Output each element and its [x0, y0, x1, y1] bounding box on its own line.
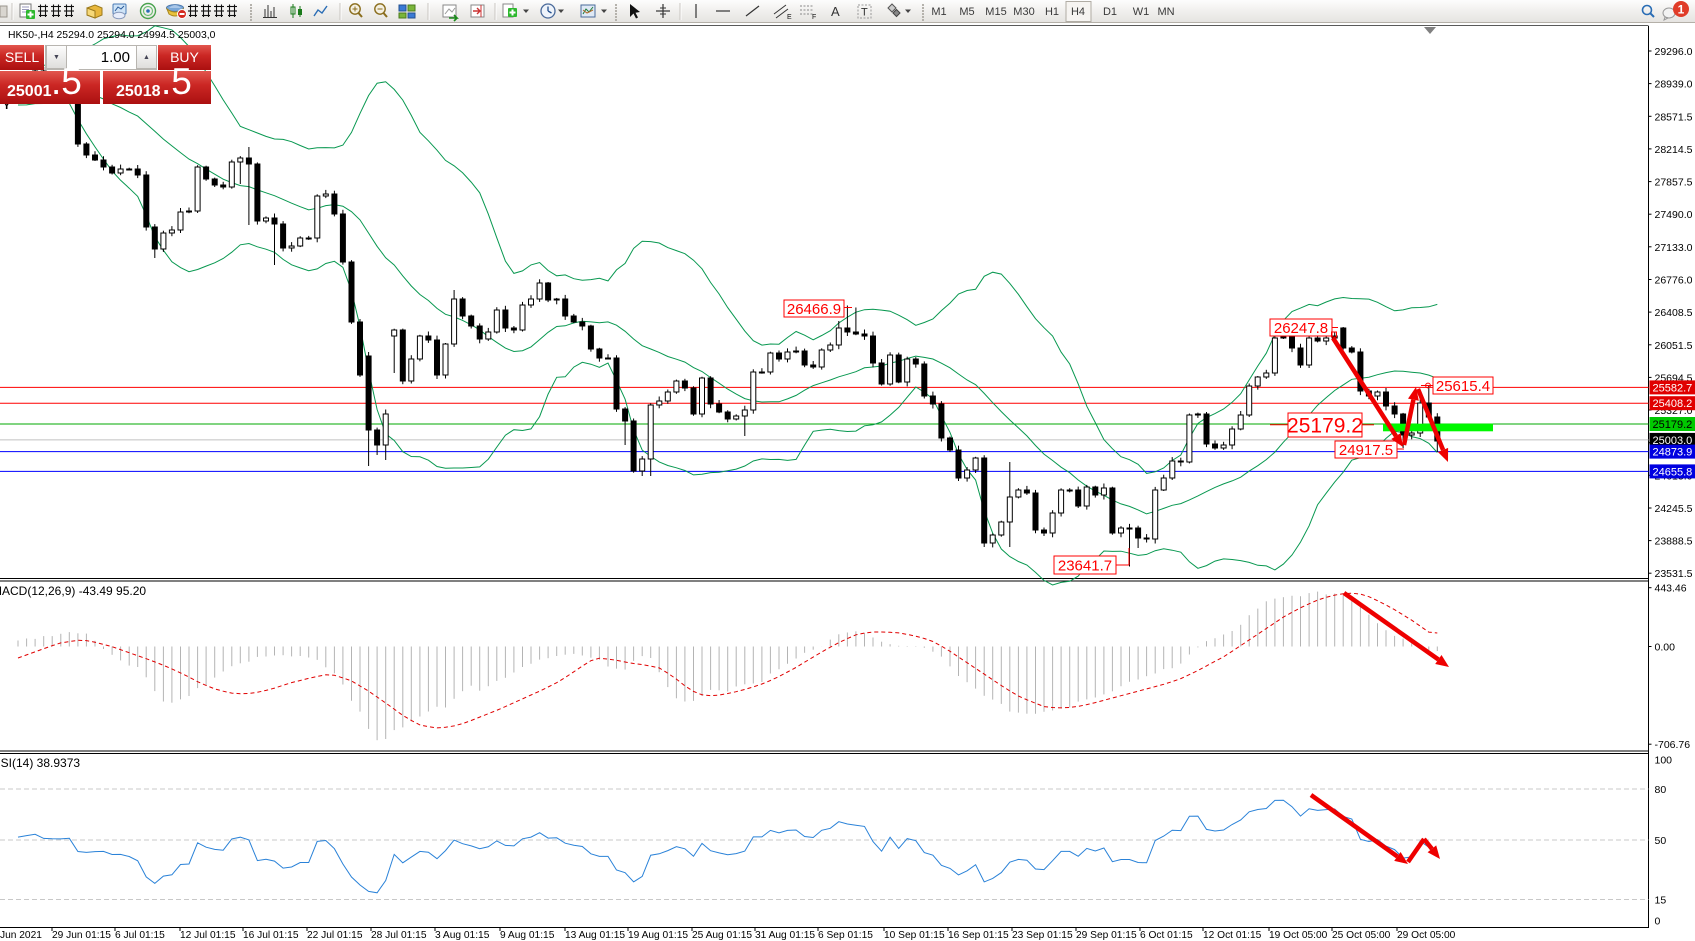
svg-text:25615.4: 25615.4: [1436, 378, 1490, 395]
svg-text:M30: M30: [1013, 6, 1034, 18]
svg-text:D1: D1: [1103, 6, 1117, 18]
svg-text:25582.7: 25582.7: [1653, 382, 1693, 394]
svg-text:29 Oct 05:00: 29 Oct 05:00: [1397, 930, 1456, 941]
svg-text:M15: M15: [985, 6, 1006, 18]
svg-text:26776.0: 26776.0: [1655, 275, 1693, 287]
svg-text:23888.5: 23888.5: [1655, 536, 1693, 548]
svg-text:T: T: [861, 7, 868, 19]
svg-text:25179.2: 25179.2: [1287, 415, 1363, 438]
svg-text:M5: M5: [959, 6, 974, 18]
svg-text:100: 100: [1655, 755, 1673, 767]
svg-text:25003.0: 25003.0: [1653, 435, 1693, 447]
svg-text:H1: H1: [1045, 6, 1059, 18]
svg-text:25179.2: 25179.2: [1653, 419, 1693, 431]
svg-text:MN: MN: [1157, 6, 1174, 18]
svg-text:80: 80: [1655, 784, 1667, 796]
svg-text:15: 15: [1655, 895, 1667, 907]
svg-text:RSI(14) 38.9373: RSI(14) 38.9373: [0, 756, 80, 770]
svg-text:6 Oct 01:15: 6 Oct 01:15: [1140, 930, 1193, 941]
svg-text:50: 50: [1655, 835, 1667, 847]
svg-text:24245.5: 24245.5: [1655, 503, 1693, 515]
svg-text:29 Sep 01:15: 29 Sep 01:15: [1076, 930, 1137, 941]
svg-text:29296.0: 29296.0: [1655, 46, 1693, 58]
svg-text:E: E: [787, 14, 792, 21]
svg-text:10 Sep 01:15: 10 Sep 01:15: [884, 930, 945, 941]
svg-text:22 Jul 01:15: 22 Jul 01:15: [307, 930, 363, 941]
svg-text:25 Oct 05:00: 25 Oct 05:00: [1332, 930, 1391, 941]
svg-text:19 Aug 01:15: 19 Aug 01:15: [628, 930, 688, 941]
svg-text:28571.5: 28571.5: [1655, 111, 1693, 123]
svg-text:16 Jul 01:15: 16 Jul 01:15: [243, 930, 299, 941]
svg-text:28214.5: 28214.5: [1655, 144, 1693, 156]
svg-text:443.46: 443.46: [1655, 583, 1687, 595]
svg-text:W1: W1: [1133, 6, 1150, 18]
svg-text:H4: H4: [1071, 6, 1085, 18]
svg-text:26247.8: 26247.8: [1274, 320, 1328, 337]
svg-text:12 Oct 01:15: 12 Oct 01:15: [1203, 930, 1262, 941]
svg-text:26466.9: 26466.9: [787, 301, 841, 318]
svg-text:27857.5: 27857.5: [1655, 177, 1693, 189]
svg-text:19 Oct 05:00: 19 Oct 05:00: [1269, 930, 1328, 941]
svg-text:3 Aug 01:15: 3 Aug 01:15: [435, 930, 490, 941]
svg-text:27133.0: 27133.0: [1655, 242, 1693, 254]
svg-text:29 Jun 01:15: 29 Jun 01:15: [52, 930, 111, 941]
svg-text:23 Sep 01:15: 23 Sep 01:15: [1012, 930, 1073, 941]
svg-text:Y: Y: [3, 100, 11, 112]
svg-text:26408.5: 26408.5: [1655, 307, 1693, 319]
svg-text:F: F: [812, 14, 816, 21]
svg-text:25 Aug 01:15: 25 Aug 01:15: [692, 930, 752, 941]
svg-text:16 Sep 01:15: 16 Sep 01:15: [948, 930, 1009, 941]
svg-text:13 Aug 01:15: 13 Aug 01:15: [565, 930, 625, 941]
svg-text:0: 0: [1655, 916, 1661, 928]
svg-text:23641.7: 23641.7: [1058, 557, 1112, 574]
svg-text:28 Jul 01:15: 28 Jul 01:15: [371, 930, 427, 941]
svg-text:24917.5: 24917.5: [1339, 442, 1393, 459]
svg-text:HK50-,H4 25294.0 25294.0 2499: HK50-,H4 25294.0 25294.0 24994.5 25003,0: [8, 30, 216, 41]
svg-text:-706.76: -706.76: [1655, 739, 1691, 751]
svg-text:24873.9: 24873.9: [1653, 447, 1693, 459]
svg-text:25408.2: 25408.2: [1653, 398, 1693, 410]
svg-text:27490.0: 27490.0: [1655, 209, 1693, 221]
svg-text:0.00: 0.00: [1655, 642, 1676, 654]
svg-text:24655.8: 24655.8: [1653, 466, 1693, 478]
svg-text:9 Aug 01:15: 9 Aug 01:15: [500, 930, 555, 941]
svg-text:1: 1: [1678, 3, 1685, 17]
svg-text:Jun 2021: Jun 2021: [0, 930, 42, 941]
svg-text:28939.0: 28939.0: [1655, 79, 1693, 91]
svg-text:A: A: [831, 4, 840, 19]
svg-text:M1: M1: [931, 6, 946, 18]
svg-text:23531.5: 23531.5: [1655, 568, 1693, 580]
svg-text:6 Jul 01:15: 6 Jul 01:15: [115, 930, 165, 941]
svg-text:12 Jul 01:15: 12 Jul 01:15: [180, 930, 236, 941]
svg-text:6 Sep 01:15: 6 Sep 01:15: [818, 930, 873, 941]
svg-text:31 Aug 01:15: 31 Aug 01:15: [755, 930, 815, 941]
svg-text:MACD(12,26,9) -43.49 95.20: MACD(12,26,9) -43.49 95.20: [0, 584, 146, 598]
svg-text:26051.5: 26051.5: [1655, 340, 1693, 352]
